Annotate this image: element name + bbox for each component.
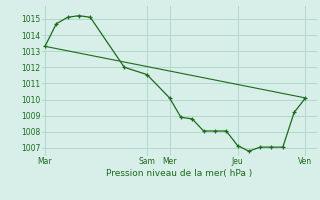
- X-axis label: Pression niveau de la mer( hPa ): Pression niveau de la mer( hPa ): [106, 169, 252, 178]
